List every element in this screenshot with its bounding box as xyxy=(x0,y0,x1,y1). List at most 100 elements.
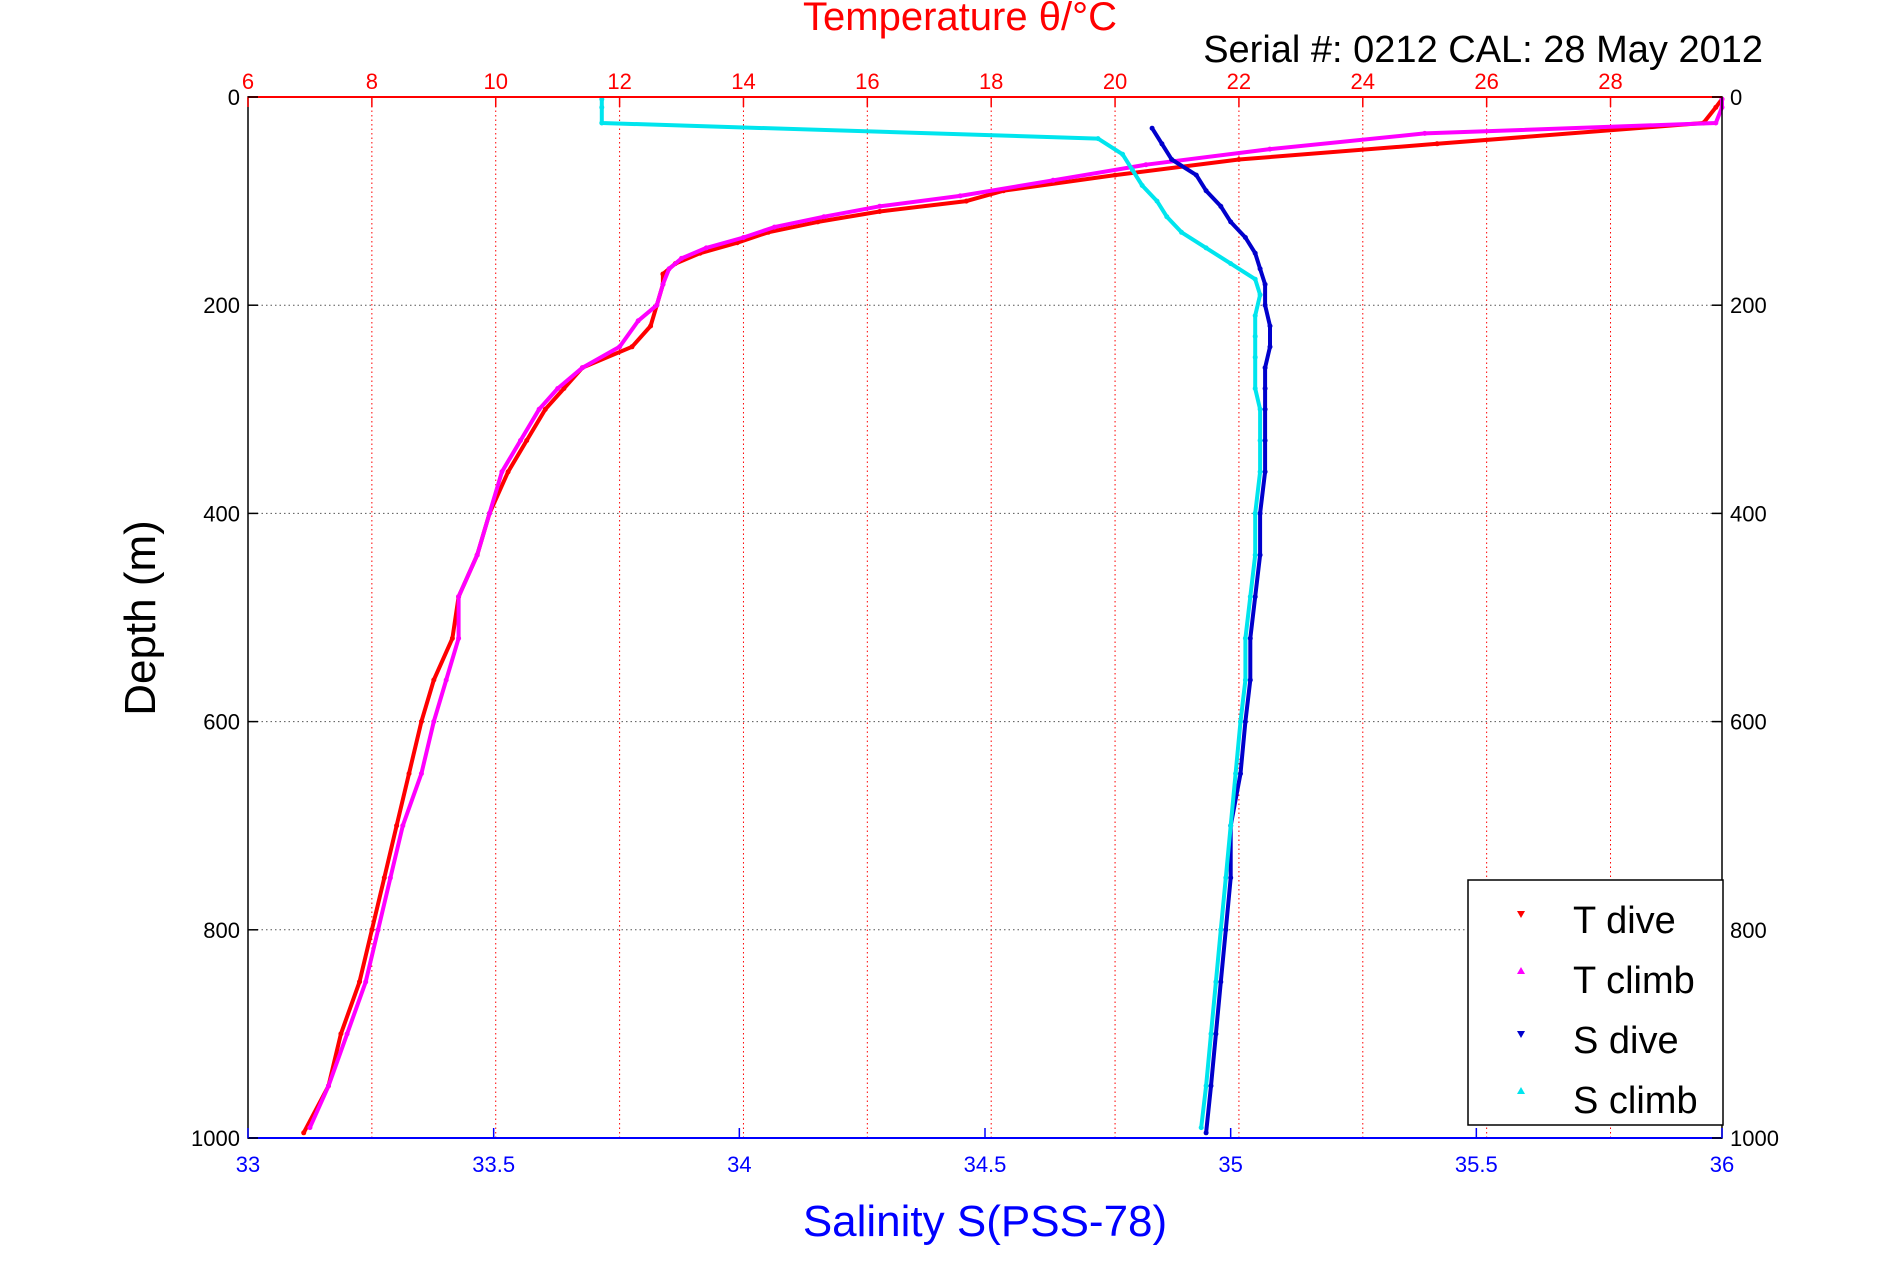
depth-tick-label-right: 200 xyxy=(1730,293,1767,318)
data-point xyxy=(1159,141,1165,147)
data-point xyxy=(357,979,362,985)
data-point xyxy=(1713,104,1719,110)
data-point xyxy=(1267,344,1273,350)
salinity-tick-label: 35.5 xyxy=(1455,1152,1498,1177)
data-point xyxy=(1169,157,1175,162)
data-point xyxy=(1262,438,1268,443)
data-point xyxy=(1095,136,1101,142)
data-point xyxy=(1252,333,1258,339)
data-point xyxy=(963,198,969,204)
data-point xyxy=(1228,875,1234,881)
data-point xyxy=(505,469,511,475)
data-point xyxy=(1208,1083,1214,1089)
data-point xyxy=(344,1031,350,1037)
data-point xyxy=(1164,214,1170,220)
temperature-tick-label: 22 xyxy=(1227,69,1251,94)
series-trace xyxy=(308,99,1724,1129)
legend-item-t-climb: T climb xyxy=(1517,960,1695,1002)
data-point xyxy=(1050,177,1056,183)
data-point xyxy=(957,193,963,199)
data-point xyxy=(375,927,381,933)
data-point xyxy=(431,677,437,683)
data-point xyxy=(1203,1083,1209,1089)
depth-tick-label-left: 400 xyxy=(203,501,240,526)
data-point xyxy=(1236,157,1242,162)
data-point xyxy=(1193,172,1199,178)
data-point xyxy=(1262,386,1268,391)
series-trace xyxy=(301,97,1724,1134)
data-point xyxy=(1203,245,1209,251)
data-point xyxy=(648,323,654,329)
data-point xyxy=(307,1125,313,1131)
data-point xyxy=(1252,552,1258,558)
data-point xyxy=(474,552,480,558)
data-point xyxy=(1713,120,1719,126)
data-point xyxy=(1247,677,1253,683)
data-point xyxy=(1242,635,1248,641)
depth-tick-label-right: 800 xyxy=(1730,918,1767,943)
data-point xyxy=(1223,875,1229,881)
data-point xyxy=(1203,1130,1209,1136)
data-point xyxy=(1252,276,1258,282)
data-point xyxy=(660,281,666,287)
data-point xyxy=(326,1083,331,1089)
data-point xyxy=(877,209,883,214)
data-point xyxy=(1262,469,1268,475)
data-point xyxy=(1143,162,1149,168)
data-point xyxy=(456,635,462,641)
data-point xyxy=(542,406,548,412)
temperature-tick-label: 10 xyxy=(483,69,507,94)
data-point xyxy=(1179,229,1184,235)
data-point xyxy=(418,719,424,725)
data-point xyxy=(443,677,449,683)
data-point xyxy=(821,214,827,220)
salinity-tick-label: 34.5 xyxy=(964,1152,1007,1177)
data-point xyxy=(1262,302,1268,308)
data-point xyxy=(1149,125,1155,131)
temperature-tick-label: 12 xyxy=(607,69,631,94)
data-point xyxy=(635,318,641,324)
data-point xyxy=(1252,313,1258,319)
data-point xyxy=(561,386,567,391)
depth-tick-label-left: 200 xyxy=(203,293,240,318)
data-point xyxy=(456,594,462,600)
temperature-tick-label: 20 xyxy=(1103,69,1127,94)
data-point xyxy=(1257,510,1263,516)
data-point xyxy=(1218,927,1224,933)
temperature-tick-label: 28 xyxy=(1598,69,1622,94)
data-point xyxy=(660,271,666,277)
legend-label-s-dive: S dive xyxy=(1573,1020,1679,1062)
data-point xyxy=(338,1031,344,1037)
data-point xyxy=(703,245,709,251)
data-point xyxy=(1262,365,1268,371)
data-point xyxy=(1262,281,1268,287)
legend: T dive T climb S dive S climb xyxy=(1467,879,1724,1126)
data-point xyxy=(599,104,605,110)
temperature-tick-label: 18 xyxy=(979,69,1003,94)
depth-axis-title: Depth (m) xyxy=(116,520,165,716)
data-point xyxy=(666,266,672,272)
data-point xyxy=(1252,386,1258,391)
data-point xyxy=(1257,438,1263,443)
salinity-tick-label: 34 xyxy=(727,1152,751,1177)
series-t-climb xyxy=(307,96,1725,1131)
data-point xyxy=(381,875,387,881)
legend-label-t-climb: T climb xyxy=(1573,960,1695,1002)
salinity-tick-label: 33 xyxy=(236,1152,260,1177)
data-point xyxy=(406,771,412,777)
legend-item-t-dive: T dive xyxy=(1517,900,1676,942)
data-point xyxy=(1257,469,1263,475)
data-point xyxy=(1228,823,1234,829)
data-point xyxy=(679,255,684,261)
data-point xyxy=(1213,1031,1219,1037)
salinity-tick-label: 33.5 xyxy=(472,1152,515,1177)
salinity-tick-label: 36 xyxy=(1710,1152,1734,1177)
depth-tick-label-left: 0 xyxy=(228,85,240,110)
data-point xyxy=(1267,323,1273,329)
data-point xyxy=(1154,198,1160,204)
data-point xyxy=(1252,510,1258,516)
data-point xyxy=(555,386,561,391)
data-point xyxy=(654,302,660,308)
data-point xyxy=(363,979,369,985)
